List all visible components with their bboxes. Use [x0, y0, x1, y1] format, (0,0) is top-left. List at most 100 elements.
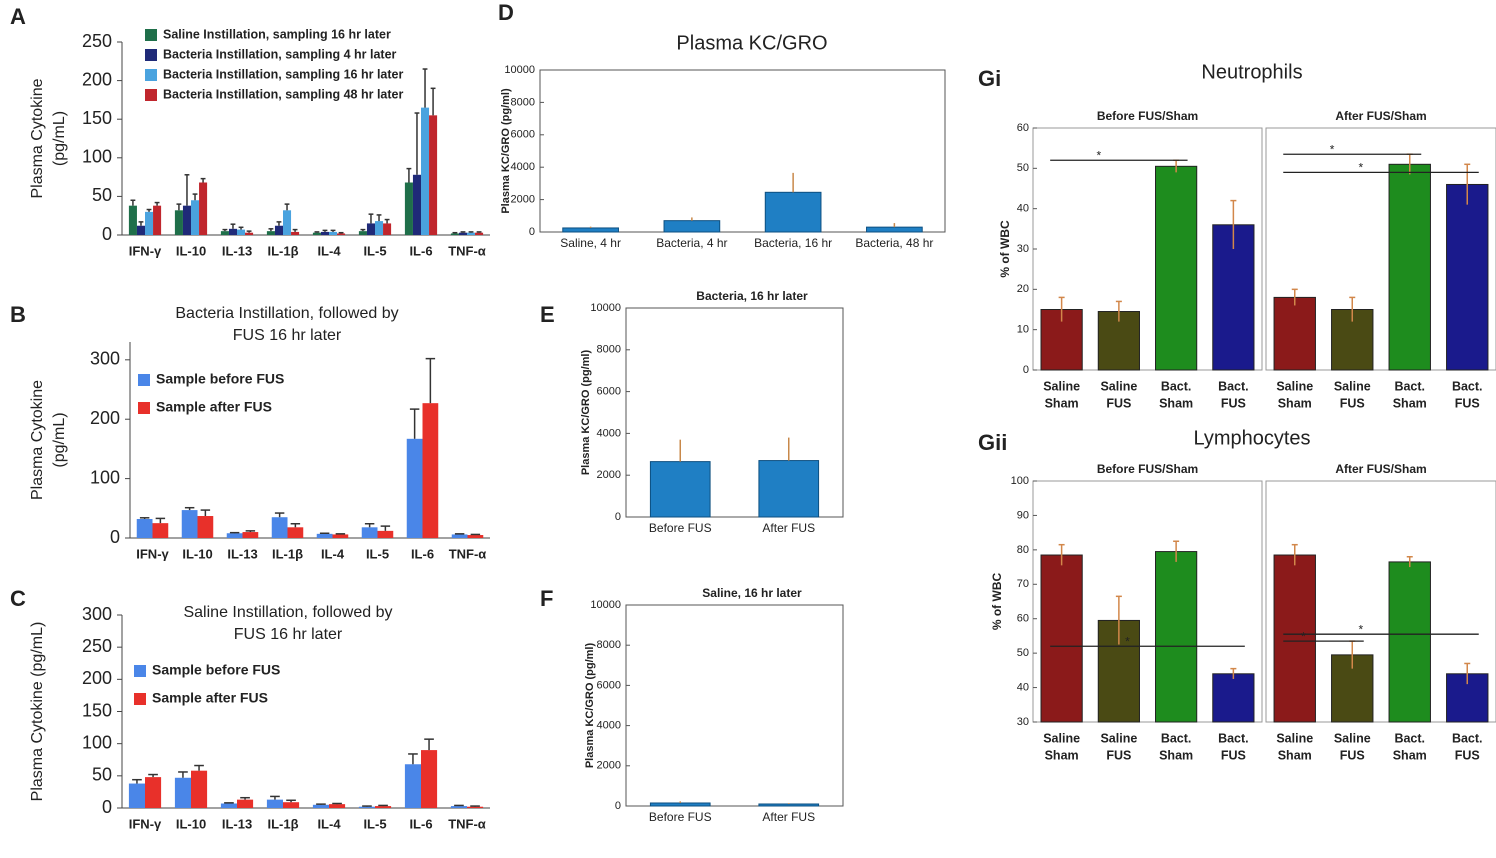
bar [1446, 183, 1489, 371]
x-tick-label: IL-10 [176, 243, 206, 258]
x-tick-label: IL-4 [317, 816, 341, 831]
y-axis-label: Plasma KC/GRO (pg/ml) [580, 350, 592, 476]
y-tick-label: 2000 [511, 194, 535, 206]
legend-swatch [145, 29, 157, 41]
x-tick-label: FUS [1106, 396, 1131, 410]
bar [1155, 165, 1198, 371]
x-tick-label: IL-6 [411, 546, 434, 561]
x-tick-label: IL-6 [409, 243, 432, 258]
bar [145, 777, 162, 808]
y-tick-label: 100 [82, 732, 112, 752]
x-tick-label: IL-1β [267, 243, 298, 258]
x-tick-label: IL-4 [317, 243, 341, 258]
plot-box [1265, 480, 1496, 723]
y-tick-label: 8000 [597, 344, 621, 356]
bar [450, 806, 467, 808]
bar [1155, 551, 1198, 723]
y-tick-label: 4000 [597, 427, 621, 439]
y-tick-label: 8000 [597, 639, 621, 651]
bar [312, 232, 321, 235]
legend-swatch [134, 665, 146, 677]
y-axis-label: Plasma KC/GRO (pg/ml) [584, 643, 596, 769]
x-tick-label: Saline [1100, 379, 1137, 393]
bar [421, 750, 438, 808]
panel-letter: F [540, 586, 553, 611]
panel-letter: C [10, 586, 26, 611]
x-tick-label: Bact. [1161, 731, 1192, 745]
y-tick-label: 150 [82, 108, 112, 128]
x-tick-label: IL-4 [321, 546, 345, 561]
panel-title: After FUS/Sham [1335, 462, 1426, 476]
panel-letter: E [540, 302, 555, 327]
y-tick-label: 100 [1011, 475, 1029, 487]
x-tick-label: IL-6 [409, 816, 432, 831]
bar [174, 777, 191, 808]
y-axis-label: % of WBC [990, 573, 1004, 631]
bar [451, 534, 468, 538]
x-tick-label: Saline [1334, 731, 1371, 745]
bar [220, 803, 237, 808]
bar [182, 205, 191, 235]
y-axis-label: (pg/mL) [51, 412, 68, 467]
y-tick-label: 150 [82, 700, 112, 720]
x-tick-label: Saline [1100, 731, 1137, 745]
y-tick-label: 80 [1017, 544, 1029, 556]
x-tick-label: Bact. [1394, 731, 1425, 745]
y-tick-label: 200 [82, 668, 112, 688]
bar [237, 799, 254, 808]
chart-title: Saline, 16 hr later [702, 586, 802, 600]
legend-swatch [138, 374, 150, 386]
significance-mark: * [1301, 629, 1306, 643]
bar [467, 535, 484, 538]
y-tick-label: 50 [1017, 647, 1029, 659]
bar [237, 229, 246, 235]
y-tick-label: 10000 [504, 64, 535, 76]
x-tick-label: Sham [1045, 396, 1079, 410]
y-tick-label: 60 [1017, 613, 1029, 625]
x-tick-label: Saline [1334, 379, 1371, 393]
x-tick-label: Bacteria, 16 hr [754, 236, 832, 250]
x-tick-label: IL-1β [272, 546, 303, 561]
y-tick-label: 200 [90, 408, 120, 428]
bar [266, 799, 283, 808]
x-tick-label: TNF-α [448, 243, 486, 258]
y-tick-label: 30 [1017, 716, 1029, 728]
x-tick-label: FUS [1455, 748, 1480, 762]
bar [562, 227, 619, 233]
bar [181, 510, 198, 538]
x-tick-label: Bact. [1452, 731, 1483, 745]
x-tick-label: IL-13 [222, 816, 252, 831]
bar [329, 804, 346, 808]
legend-swatch [145, 89, 157, 101]
bar [316, 533, 333, 538]
x-tick-label: FUS [1221, 396, 1246, 410]
bar [649, 802, 711, 807]
y-tick-label: 60 [1017, 122, 1029, 134]
y-tick-label: 2000 [597, 760, 621, 772]
x-tick-label: IL-5 [363, 816, 386, 831]
bar [1040, 554, 1083, 723]
bar [329, 231, 338, 235]
y-tick-label: 40 [1017, 203, 1029, 215]
bar [283, 210, 292, 235]
x-tick-label: Bact. [1161, 379, 1192, 393]
chart-title: Lymphocytes [1193, 427, 1310, 449]
x-tick-label: Sham [1393, 748, 1427, 762]
chart-title: Plasma KC/GRO [676, 32, 827, 54]
bar [758, 460, 820, 518]
legend-label: Bacteria Instillation, sampling 48 hr la… [163, 87, 403, 101]
bar [271, 517, 288, 538]
x-tick-label: IL-10 [182, 546, 212, 561]
y-tick-label: 8000 [511, 96, 535, 108]
bar [197, 516, 214, 538]
y-tick-label: 0 [102, 224, 112, 244]
plot-box [1032, 480, 1263, 723]
bar [174, 210, 183, 235]
x-tick-label: FUS [1106, 748, 1131, 762]
bar [283, 802, 300, 808]
bar [136, 518, 153, 538]
x-tick-label: FUS [1221, 748, 1246, 762]
y-tick-label: 70 [1017, 578, 1029, 590]
y-tick-label: 10000 [590, 599, 621, 611]
